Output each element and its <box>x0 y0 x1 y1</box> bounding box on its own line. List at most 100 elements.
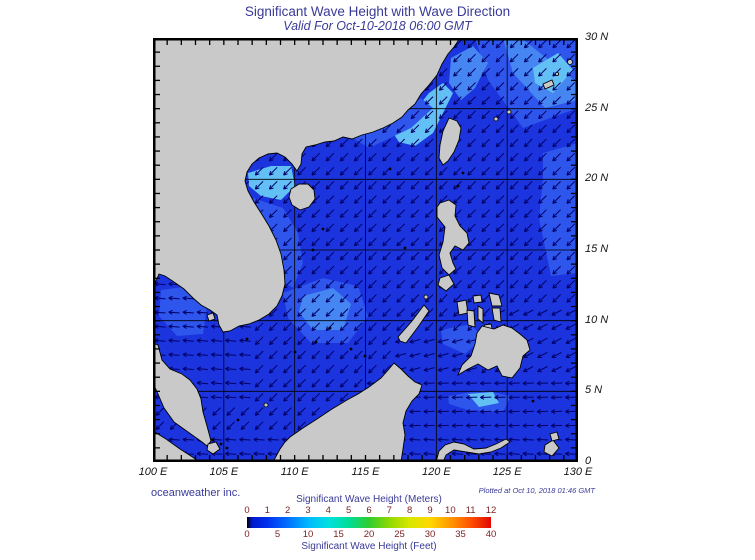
wave-arrow <box>196 380 209 386</box>
plotted-timestamp: Plotted at Oct 10, 2018 01:46 GMT <box>478 486 595 495</box>
wave-arrow <box>409 409 421 414</box>
wave-arrow <box>339 181 349 190</box>
wave-arrow <box>437 437 449 443</box>
colorbar-meter-tick: 1 <box>264 505 270 516</box>
wave-arrow <box>168 338 180 344</box>
wave-arrow <box>409 367 421 372</box>
wave-arrow <box>410 308 420 317</box>
wave-arrow <box>368 336 377 346</box>
wave-arrow <box>438 294 448 303</box>
wave-arrow <box>451 395 464 400</box>
wave-arrow <box>566 280 576 289</box>
colorbar-meter-tick: 7 <box>386 505 392 516</box>
wave-arrow <box>566 223 576 233</box>
wave-arrow <box>538 166 547 176</box>
wave-arrow <box>509 96 519 105</box>
palawan-island <box>397 304 430 344</box>
wave-arrow <box>551 366 562 373</box>
wave-arrow <box>495 166 505 176</box>
wave-arrow <box>353 308 363 317</box>
wave-arrow <box>353 251 363 261</box>
wave-arrow <box>550 395 563 400</box>
wave-arrow <box>523 351 534 358</box>
wave-arrow <box>311 152 321 162</box>
wave-arrow <box>311 237 321 247</box>
wave-arrow <box>410 251 420 261</box>
wave-arrow <box>495 223 505 233</box>
wave-arrow <box>495 195 505 204</box>
wave-arrow <box>467 68 476 77</box>
wave-arrow <box>423 423 435 429</box>
wave-arrow <box>538 251 547 261</box>
wave-arrow <box>465 380 478 386</box>
wave-arrow <box>311 393 321 402</box>
wave-arrow <box>396 181 406 190</box>
islet <box>493 116 499 122</box>
wave-arrow <box>423 338 435 344</box>
wave-arrow <box>297 308 306 317</box>
x-axis-label: 115 E <box>351 466 380 478</box>
wave-arrow <box>453 110 462 120</box>
wave-arrow <box>522 380 534 386</box>
wave-arrow <box>480 423 492 429</box>
wave-arrow <box>523 53 533 63</box>
wave-arrow <box>481 68 491 77</box>
reef-dot <box>531 399 535 403</box>
wave-arrow <box>423 367 435 372</box>
x-axis-label: 125 E <box>492 466 522 478</box>
wave-arrow <box>254 322 264 332</box>
wave-arrow <box>523 309 534 316</box>
wave-arrow <box>481 251 491 261</box>
wave-arrow <box>508 380 520 386</box>
colorbar-meter-tick: 6 <box>366 505 372 516</box>
wave-arrow <box>396 223 406 233</box>
colorbar-meter-tick: 10 <box>445 505 456 516</box>
x-axis-label: 110 E <box>280 466 309 478</box>
wave-arrow <box>268 407 278 416</box>
wave-arrow <box>424 280 434 289</box>
wave-arrow <box>396 195 406 204</box>
wave-arrow <box>523 323 534 330</box>
wave-arrow <box>508 423 520 429</box>
colorbar-gradient <box>247 517 491 528</box>
wave-arrow <box>410 181 420 190</box>
wave-arrow <box>523 294 533 303</box>
wave-arrow <box>297 421 306 430</box>
wave-arrow <box>566 237 576 247</box>
x-axis-label: 120 E <box>421 466 451 478</box>
wave-arrow <box>339 166 349 176</box>
wave-arrow <box>424 152 434 162</box>
wave-arrow <box>437 395 449 400</box>
wave-arrow <box>438 308 448 317</box>
wave-arrow <box>536 437 549 443</box>
colorbar-feet-tick: 30 <box>424 529 436 540</box>
wave-arrow <box>239 394 251 400</box>
wave-arrow <box>239 380 251 386</box>
wave-arrow <box>409 423 421 429</box>
wave-arrow <box>396 237 406 247</box>
colorbar-title-meters: Significant Wave Height (Meters) <box>296 494 442 505</box>
wave-arrow <box>182 324 194 329</box>
wave-arrow <box>353 209 363 218</box>
wave-arrow <box>523 237 533 247</box>
wave-arrow <box>566 110 576 120</box>
wave-arrow <box>196 324 209 329</box>
wave-arrow <box>481 96 491 105</box>
x-axis-label: 105 E <box>209 466 239 478</box>
wave-arrow <box>210 380 223 386</box>
samar-island <box>488 292 503 307</box>
wave-arrow <box>538 223 547 233</box>
wave-arrow <box>311 209 321 218</box>
wave-arrow <box>182 338 194 344</box>
wave-arrow <box>494 409 506 414</box>
wave-arrow <box>523 96 533 105</box>
borneo-island <box>272 362 423 462</box>
wave-arrow <box>155 421 165 430</box>
wave-arrow <box>382 237 391 247</box>
wave-arrow <box>495 138 505 148</box>
wave-arrow <box>240 407 250 416</box>
wave-arrow <box>566 82 576 91</box>
wave-arrow <box>353 350 363 360</box>
wave-arrow <box>495 82 505 91</box>
wave-arrow <box>396 251 406 261</box>
